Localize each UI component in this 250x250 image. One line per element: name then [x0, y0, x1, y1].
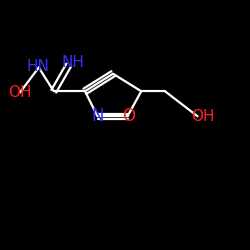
Text: OH: OH	[191, 109, 214, 124]
Text: O: O	[122, 107, 135, 125]
Text: NH: NH	[61, 55, 84, 70]
Text: N: N	[91, 107, 104, 125]
Text: HN: HN	[26, 59, 49, 74]
Text: OH: OH	[8, 85, 32, 100]
